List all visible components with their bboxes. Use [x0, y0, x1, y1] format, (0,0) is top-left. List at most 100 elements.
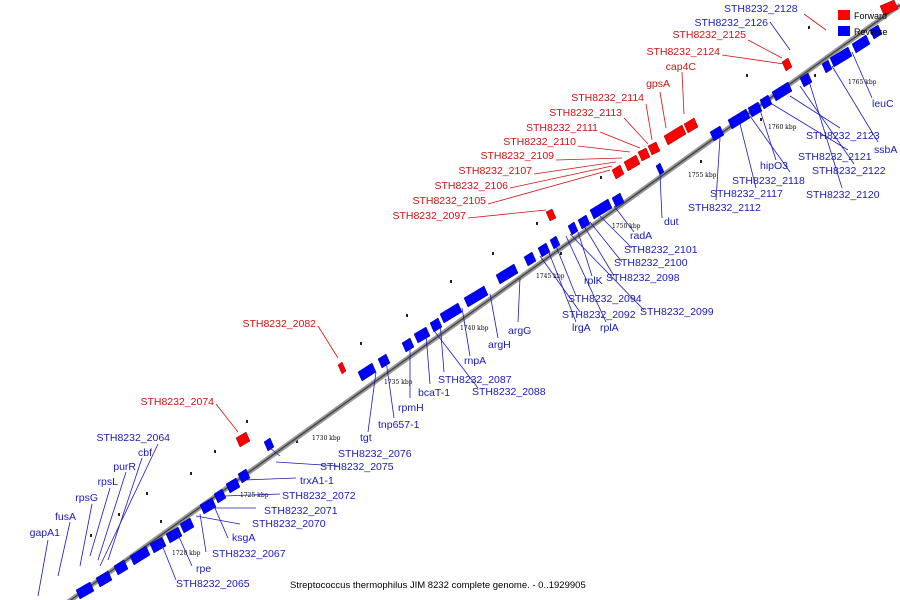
forward-gene[interactable] — [683, 117, 699, 134]
gene-label[interactable]: rplA — [600, 322, 619, 334]
gene-label[interactable]: cap4C — [666, 61, 697, 73]
reverse-gene[interactable] — [357, 362, 377, 382]
gene-label[interactable]: STH8232_2117 — [710, 188, 783, 200]
reverse-gene[interactable] — [495, 263, 519, 285]
gene-label[interactable]: STH8232_2074 — [140, 396, 214, 408]
gene-label[interactable]: radA — [630, 230, 652, 242]
reverse-gene[interactable] — [567, 221, 579, 236]
gene-label[interactable]: STH8232_2088 — [472, 386, 546, 398]
gene-label[interactable]: rpsG — [75, 492, 98, 504]
gene-label[interactable]: STH8232_2070 — [252, 518, 326, 530]
gene-label[interactable]: STH8232_2120 — [806, 189, 880, 201]
gene-label[interactable]: gapA1 — [30, 527, 61, 539]
forward-gene[interactable] — [781, 57, 793, 72]
reverse-gene[interactable] — [851, 34, 871, 54]
reverse-gene[interactable] — [129, 545, 151, 566]
gene-label[interactable]: rpe — [196, 563, 211, 575]
gene-label[interactable]: STH8232_2128 — [724, 3, 798, 15]
reverse-gene[interactable] — [829, 46, 853, 68]
reverse-gene[interactable] — [213, 488, 227, 504]
reverse-gene[interactable] — [589, 198, 613, 220]
gene-label[interactable]: lrgA — [572, 322, 591, 334]
gene-label[interactable]: STH8232_2125 — [672, 29, 746, 41]
reverse-gene[interactable] — [165, 526, 183, 544]
forward-gene[interactable] — [235, 431, 251, 448]
gene-label[interactable]: STH8232_2107 — [458, 165, 532, 177]
gene-label[interactable]: STH8232_2098 — [606, 272, 680, 284]
gene-label[interactable]: STH8232_2112 — [688, 202, 761, 214]
gene-label[interactable]: STH8232_2106 — [434, 180, 508, 192]
gene-label[interactable]: STH8232_2071 — [264, 505, 338, 517]
gene-label[interactable]: ksgA — [232, 532, 255, 544]
gene-label[interactable]: STH8232_2075 — [320, 461, 394, 473]
reverse-gene[interactable] — [75, 581, 95, 600]
gene-label[interactable]: tnp657-1 — [378, 419, 420, 431]
gene-label[interactable]: rplK — [584, 275, 603, 287]
reverse-gene[interactable] — [727, 108, 751, 130]
reverse-gene[interactable] — [549, 235, 561, 250]
gene-label[interactable]: trxA1-1 — [300, 475, 334, 487]
gene-label[interactable]: dut — [664, 216, 679, 228]
gene-label[interactable]: STH8232_2067 — [212, 548, 286, 560]
gene-label[interactable]: STH8232_2123 — [806, 130, 880, 142]
forward-gene[interactable] — [623, 154, 641, 172]
forward-gene[interactable] — [337, 361, 347, 375]
gene-label[interactable]: STH8232_2076 — [338, 448, 412, 460]
reverse-gene[interactable] — [149, 536, 167, 554]
gene-label[interactable]: rpsL — [98, 476, 119, 488]
gene-label[interactable]: STH8232_2072 — [282, 490, 356, 502]
reverse-gene[interactable] — [401, 337, 415, 353]
reverse-gene[interactable] — [439, 302, 463, 324]
gene-label[interactable]: STH8232_2113 — [549, 107, 622, 119]
reverse-gene[interactable] — [577, 214, 591, 230]
reverse-gene[interactable] — [869, 24, 883, 40]
gene-label[interactable]: STH8232_2118 — [732, 175, 805, 187]
forward-gene[interactable] — [663, 124, 687, 146]
reverse-gene[interactable] — [263, 437, 275, 452]
gene-label[interactable]: argG — [508, 325, 531, 337]
gene-label[interactable]: STH8232_2065 — [176, 578, 250, 590]
reverse-gene[interactable] — [463, 285, 489, 308]
gene-label[interactable]: STH8232_2114 — [571, 92, 644, 104]
reverse-gene[interactable] — [747, 101, 763, 118]
reverse-gene[interactable] — [709, 125, 725, 142]
reverse-gene[interactable] — [655, 162, 665, 176]
gene-label[interactable]: hipO3 — [760, 160, 788, 172]
reverse-gene[interactable] — [179, 517, 195, 534]
gene-label[interactable]: STH8232_2105 — [412, 195, 486, 207]
gene-label[interactable]: fusA — [55, 511, 76, 523]
gene-label[interactable]: gpsA — [646, 78, 670, 90]
gene-label[interactable]: STH8232_2100 — [614, 257, 688, 269]
gene-label[interactable]: STH8232_2111 — [526, 122, 598, 134]
gene-label[interactable]: STH8232_2094 — [568, 293, 642, 305]
gene-label[interactable]: STH8232_2110 — [503, 136, 576, 148]
reverse-gene[interactable] — [523, 251, 537, 267]
reverse-gene[interactable] — [225, 477, 241, 494]
forward-gene[interactable] — [611, 164, 625, 180]
reverse-gene[interactable] — [821, 59, 833, 74]
reverse-gene[interactable] — [611, 192, 625, 208]
gene-label[interactable]: STH8232_2092 — [562, 309, 636, 321]
gene-label[interactable]: tgt — [360, 432, 372, 444]
reverse-gene[interactable] — [799, 72, 813, 88]
gene-label[interactable]: STH8232_2101 — [624, 244, 698, 256]
gene-label[interactable]: STH8232_2124 — [646, 46, 720, 58]
reverse-gene[interactable] — [377, 353, 391, 369]
reverse-gene[interactable] — [95, 570, 113, 588]
forward-gene[interactable] — [637, 147, 651, 162]
gene-label[interactable]: cbf — [138, 447, 152, 459]
gene-label[interactable]: STH8232_2097 — [392, 210, 466, 222]
gene-label[interactable]: leuC — [872, 98, 894, 110]
forward-gene[interactable] — [647, 141, 661, 156]
gene-label[interactable]: rpmH — [398, 402, 424, 414]
reverse-gene[interactable] — [199, 497, 217, 515]
gene-label[interactable]: STH8232_2087 — [438, 374, 512, 386]
forward-gene[interactable] — [879, 0, 899, 16]
gene-label[interactable]: STH8232_2122 — [812, 165, 886, 177]
gene-label[interactable]: argH — [488, 339, 511, 351]
gene-label[interactable]: STH8232_2099 — [640, 306, 714, 318]
gene-label[interactable]: rnpA — [464, 355, 486, 367]
gene-label[interactable]: STH8232_2109 — [480, 150, 554, 162]
forward-gene[interactable] — [545, 208, 557, 222]
gene-label[interactable]: purR — [113, 461, 136, 473]
